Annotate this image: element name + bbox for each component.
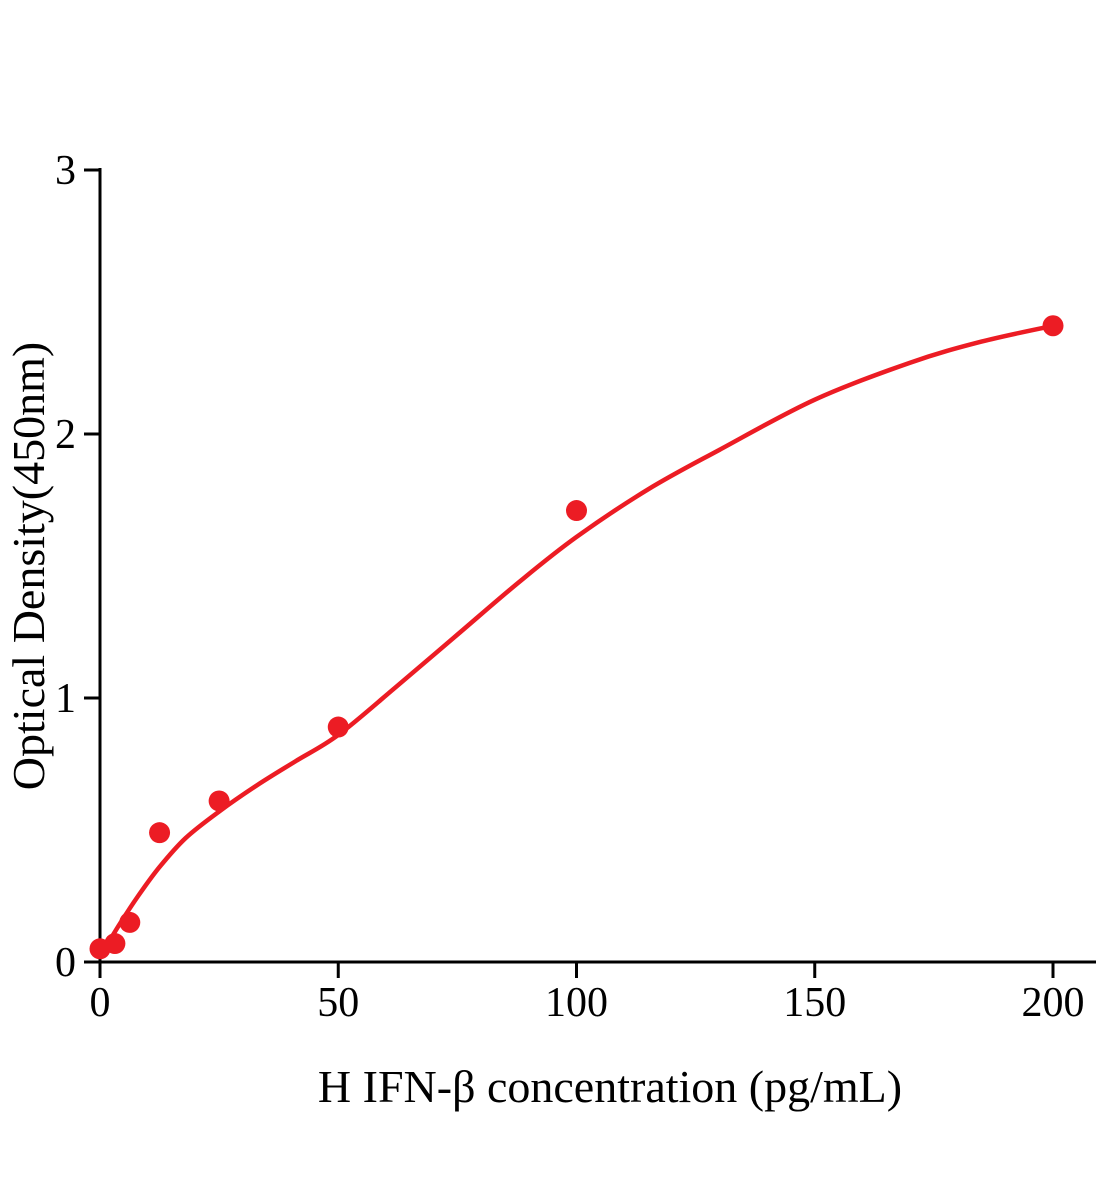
y-axis-title: Optical Density(450nm): [3, 342, 54, 790]
x-tick-label: 0: [90, 980, 111, 1026]
standard-curve-line: [97, 323, 1056, 959]
plot-layer: 0 50 100 150 200 0 1 2 3: [55, 148, 1096, 1026]
data-point-marker: [1042, 315, 1064, 337]
data-point-marker: [119, 911, 141, 933]
data-point-marker: [208, 790, 230, 812]
x-tick-label: 50: [317, 980, 359, 1026]
data-point-marker: [566, 500, 587, 522]
x-axis-title: H IFN-β concentration (pg/mL): [318, 1061, 902, 1112]
x-tick-label: 100: [545, 980, 608, 1026]
x-tick-label: 150: [783, 980, 846, 1026]
data-point-marker: [104, 933, 126, 955]
x-tick-label: 200: [1022, 980, 1085, 1026]
y-tick-label: 2: [55, 412, 76, 458]
y-tick-label: 3: [55, 148, 76, 194]
y-tick-label: 0: [55, 940, 76, 986]
data-point-marker: [149, 822, 171, 844]
y-tick-label: 1: [55, 676, 76, 722]
data-point-marker: [327, 716, 349, 738]
